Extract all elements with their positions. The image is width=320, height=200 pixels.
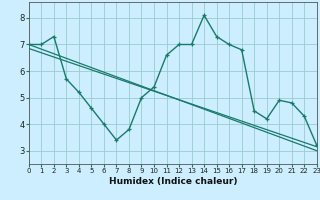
X-axis label: Humidex (Indice chaleur): Humidex (Indice chaleur) <box>108 177 237 186</box>
